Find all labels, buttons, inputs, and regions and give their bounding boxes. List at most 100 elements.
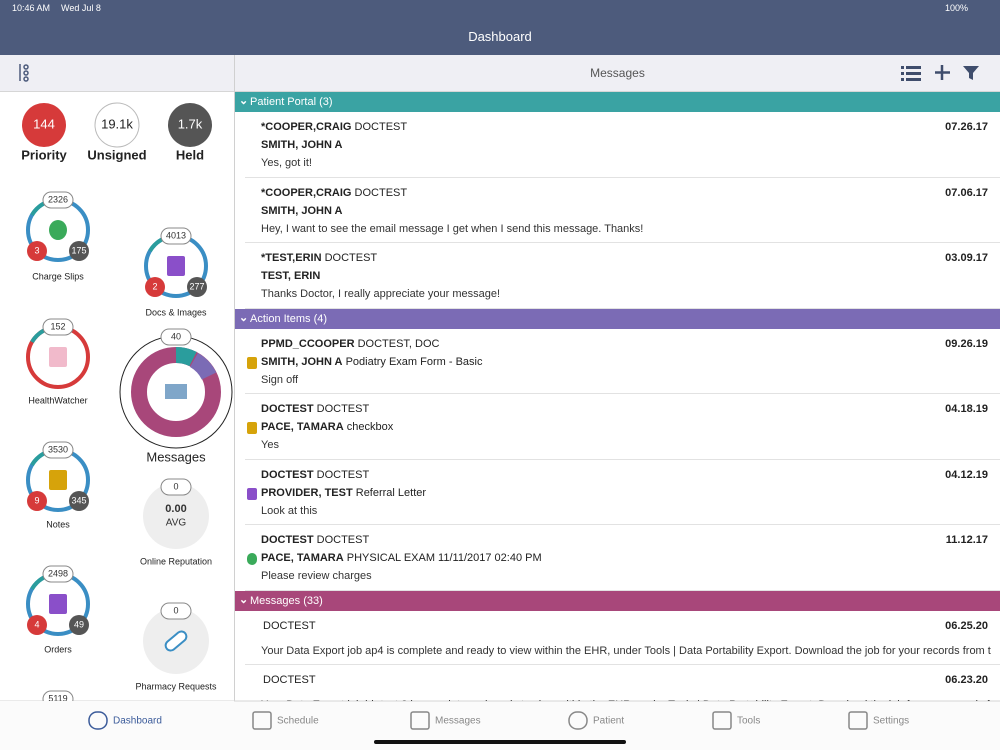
count-pill <box>42 565 74 583</box>
patient: SMITH, JOHN A <box>261 204 343 217</box>
section-title: Action Items (4) <box>250 312 328 325</box>
badge-value: 175 <box>71 245 86 255</box>
donut-seg <box>175 347 197 367</box>
sender-role: DOCTEST <box>263 619 316 632</box>
sender: *TEST,ERIN <box>261 252 322 264</box>
count-value: 0 <box>173 605 178 615</box>
count-value: 152 <box>50 321 65 331</box>
tab-label[interactable]: Settings <box>873 716 909 727</box>
summary-value: 144 <box>33 116 55 131</box>
toolbar-title: Messages <box>590 66 645 80</box>
sender: DOCTEST <box>261 534 314 546</box>
message-row[interactable]: DOCTEST 06.23.20 Your Data Export job bb t… <box>245 665 1000 702</box>
badge-value: 4 <box>34 619 39 629</box>
message-row[interactable]: DOCTEST 06.25.20 Your Data Export job ap4 … <box>245 611 1000 665</box>
toolbar <box>0 55 1000 92</box>
message-preview: Look at this <box>261 504 318 517</box>
status-date: Wed Jul 8 <box>61 3 101 13</box>
status-battery: 100% <box>945 3 969 13</box>
count-pill <box>42 318 74 336</box>
subject: PHYSICAL EXAM 11/11/2017 02:40 PM <box>346 552 542 564</box>
message-date: 03.09.17 <box>945 252 988 264</box>
tab-label[interactable]: Patient <box>593 716 624 727</box>
message-from: DOCTEST DOCTEST <box>261 534 369 546</box>
message-preview: Yes, got it! <box>261 157 312 169</box>
message-row[interactable]: DOCTEST DOCTEST 11.12.17 PACE, TAMARA PHYS… <box>245 525 1000 591</box>
count-value: 4013 <box>166 230 186 240</box>
section-header: Action Items (4) ⌄ <box>235 308 1000 329</box>
reputation-unit: AVG <box>166 518 187 529</box>
chevron[interactable]: ⌄ <box>239 593 249 606</box>
add-icon[interactable] <box>935 65 950 80</box>
chevron[interactable]: ⌄ <box>239 311 249 324</box>
count-value: 2326 <box>48 194 68 204</box>
envelope-icon <box>165 384 187 399</box>
message-from: *COOPER,CRAIG DOCTEST <box>261 121 407 133</box>
message-row[interactable]: DOCTEST DOCTEST 04.12.19 PROVIDER, TEST Re… <box>245 460 1000 525</box>
message-from: PPMD_CCOOPER DOCTEST, DOC <box>261 338 440 350</box>
badge-value: 3 <box>34 245 39 255</box>
section-header: Messages (33) ⌄ <box>235 590 1000 611</box>
sender-role: DOCTEST <box>324 252 378 264</box>
sender: DOCTEST <box>261 403 314 415</box>
sender: DOCTEST <box>261 468 314 481</box>
tab-icon <box>848 711 868 730</box>
message-from: *COOPER,CRAIG DOCTEST <box>261 187 407 199</box>
item-icon <box>247 487 257 500</box>
badge <box>27 241 47 261</box>
tab-icon <box>568 711 588 730</box>
sender-role: DOCTEST <box>316 468 370 481</box>
count-pill <box>42 441 74 459</box>
filter-icon[interactable] <box>963 66 979 80</box>
message-date: 11.12.17 <box>945 534 988 546</box>
badge <box>145 277 165 297</box>
message-row[interactable]: PPMD_CCOOPER DOCTEST, DOC 09.26.19 SMITH, … <box>245 329 1000 394</box>
badge-value: 345 <box>71 495 86 505</box>
tab-label[interactable]: Schedule <box>277 716 319 727</box>
message-row[interactable]: *COOPER,CRAIG DOCTEST 07.26.17 SMITH, JOHN… <box>245 112 1000 178</box>
sender: *COOPER,CRAIG <box>261 186 352 199</box>
message-row[interactable]: DOCTEST DOCTEST 04.18.19 PACE, TAMARA chec… <box>245 394 1000 460</box>
count-value: 3530 <box>48 444 68 454</box>
home-indicator <box>374 740 626 744</box>
tab-icon <box>88 711 108 730</box>
sender: PPMD_CCOOPER <box>261 337 355 350</box>
sender: *COOPER,CRAIG <box>261 121 352 133</box>
message-row[interactable]: *TEST,ERIN DOCTEST 03.09.17 TEST, ERIN Than… <box>245 243 1000 309</box>
message-patient: SMITH, JOHN A Podiatry Exam Form - Basic <box>261 356 482 368</box>
message-patient: SMITH, JOHN A <box>261 205 343 217</box>
count-value: 40 <box>171 331 181 341</box>
chevron[interactable]: ⌄ <box>239 95 249 107</box>
summary-circle <box>94 102 140 148</box>
item-icon <box>247 422 257 434</box>
subject: Podiatry Exam Form - Basic <box>345 355 483 368</box>
summary-value: 19.1k <box>101 116 133 131</box>
summary-circle <box>22 103 66 147</box>
tab-label[interactable]: Messages <box>435 716 481 727</box>
widget-label: Online Reputation <box>140 556 212 566</box>
message-date: 07.26.17 <box>945 121 988 133</box>
badge-value: 2 <box>152 281 157 291</box>
widget-label: Docs & Images <box>145 307 207 317</box>
message-row[interactable]: *COOPER,CRAIG DOCTEST 07.06.17 SMITH, JOHN… <box>245 178 1000 243</box>
divider <box>234 55 235 701</box>
badge-value: 49 <box>74 619 84 629</box>
count-pill <box>160 227 192 245</box>
message-date: 04.18.19 <box>945 403 988 415</box>
sidebar-toggle[interactable] <box>19 64 29 82</box>
patient: TEST, ERIN <box>261 270 321 282</box>
header-bar <box>0 0 1000 55</box>
patient: PACE, TAMARA <box>261 421 344 433</box>
widget-label: Notes <box>46 519 70 529</box>
tab-icon <box>712 711 732 730</box>
sender-role: DOCTEST <box>354 186 408 199</box>
item-icon <box>247 356 257 369</box>
subject: checkbox <box>346 421 394 433</box>
message-preview: Thanks Doctor, I really appreciate your … <box>261 288 501 300</box>
widget-icon <box>167 256 185 276</box>
message-preview: Yes <box>261 439 279 451</box>
tab-label[interactable]: Dashboard <box>113 716 162 727</box>
list-icon[interactable] <box>901 66 921 81</box>
tab-label[interactable]: Tools <box>737 716 760 727</box>
message-patient: SMITH, JOHN A <box>261 139 343 151</box>
